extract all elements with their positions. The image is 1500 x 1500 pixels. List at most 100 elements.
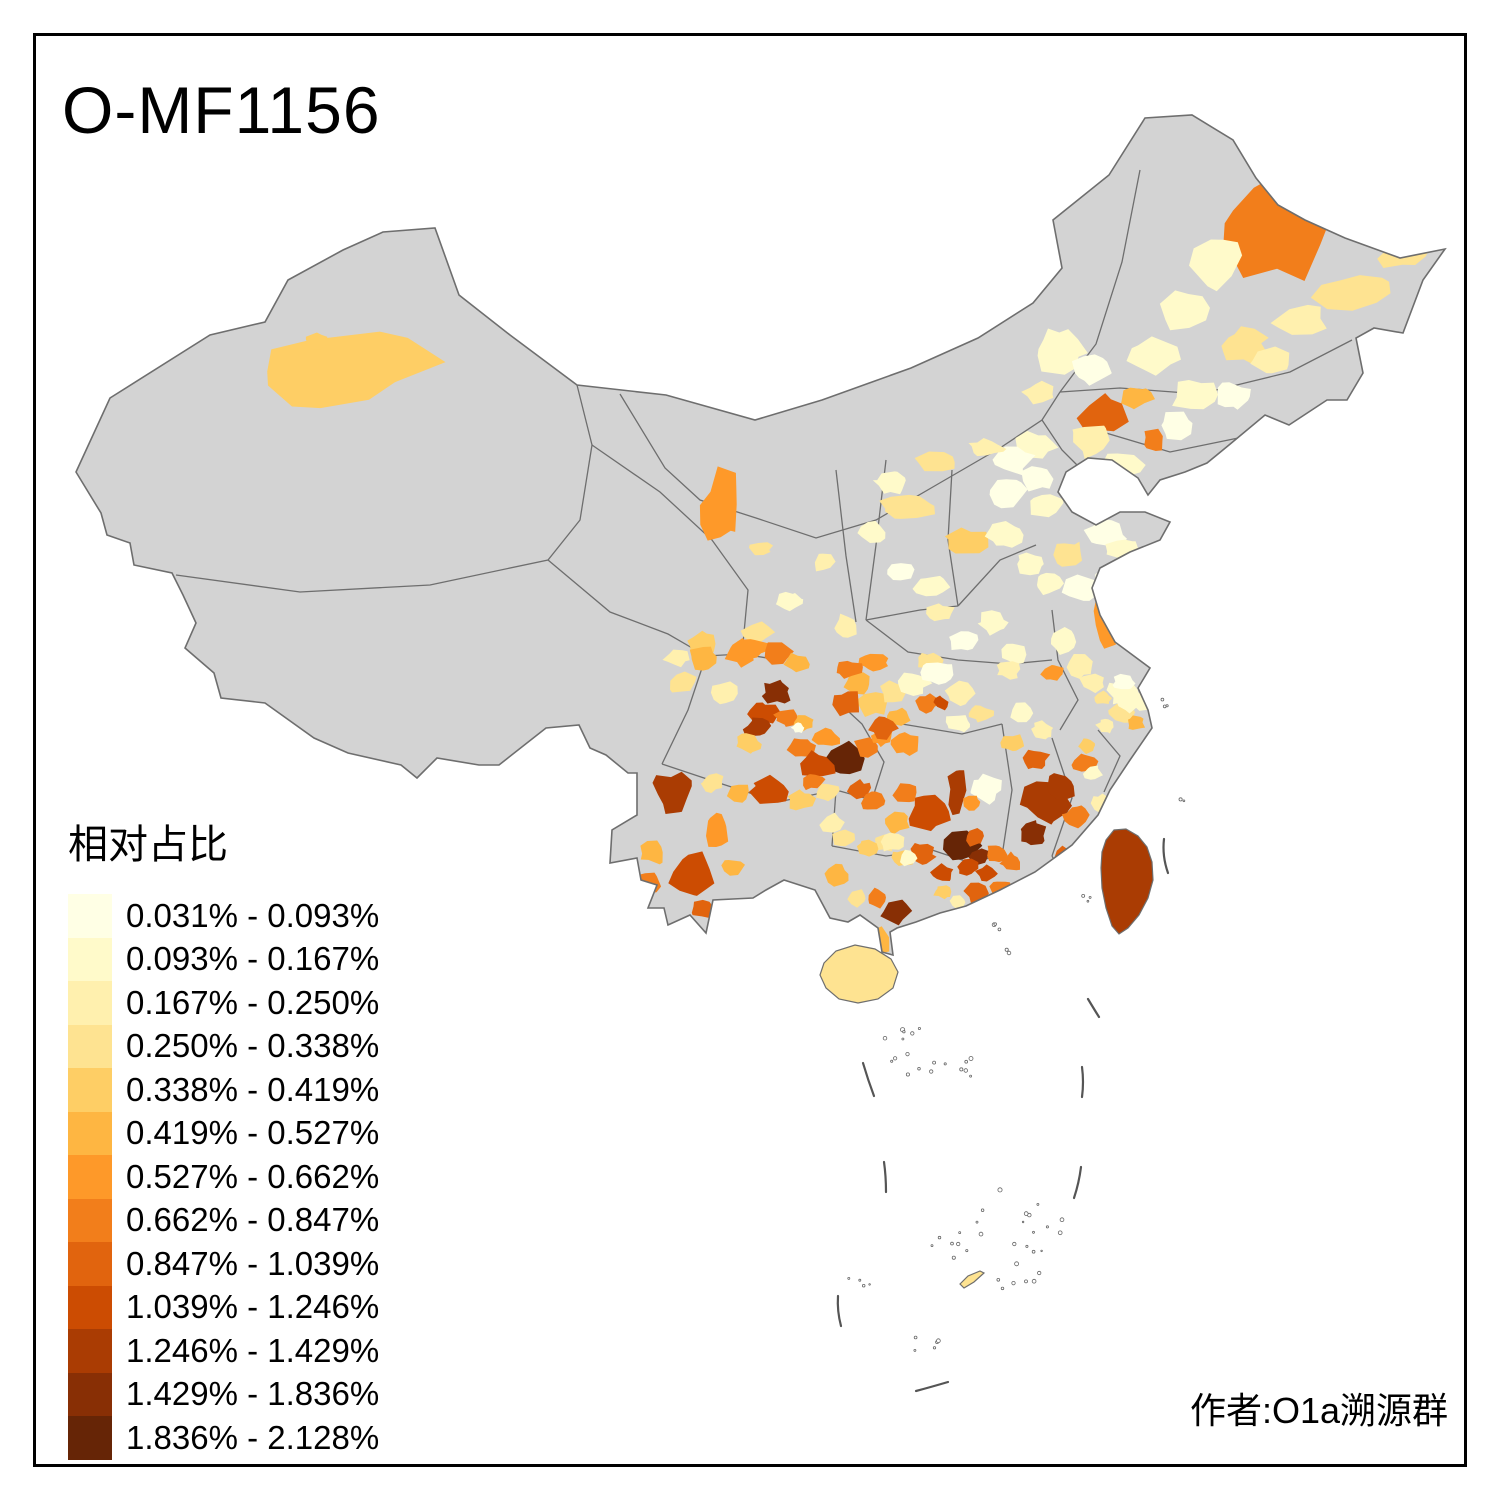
legend-item: 0.250% - 0.338% (68, 1024, 379, 1068)
map-region (1047, 773, 1075, 800)
map-region (910, 843, 937, 865)
map-region (726, 784, 749, 803)
legend-item: 0.662% - 0.847% (68, 1198, 380, 1242)
map-region (1072, 425, 1110, 459)
map-region (1037, 572, 1064, 596)
map-region (884, 811, 910, 834)
map-region (933, 695, 949, 711)
map-region (834, 613, 857, 638)
map-region (963, 795, 981, 811)
map-region (1015, 430, 1059, 459)
map-region (1217, 382, 1251, 410)
map-region (819, 812, 845, 833)
island-region-hainan (819, 944, 899, 1004)
map-region (1001, 643, 1027, 665)
map-region (699, 466, 737, 541)
map-region (1022, 749, 1051, 770)
nine-dash-line (836, 837, 1170, 1393)
map-region (879, 494, 935, 519)
legend-item: 0.167% - 0.250% (68, 981, 379, 1025)
map-region (721, 860, 745, 876)
legend-item: 1.429% - 1.836% (68, 1372, 379, 1416)
map-region (945, 715, 970, 733)
map-region (900, 849, 918, 867)
map-region (1270, 304, 1327, 335)
map-region (968, 705, 995, 723)
map-region (887, 563, 915, 581)
map-region (761, 679, 791, 704)
legend-label: 0.662% - 0.847% (126, 1201, 380, 1239)
map-region (1040, 665, 1064, 681)
legend: 相对占比 0.031% - 0.093% 0.093% - 0.167% 0.167… (68, 812, 379, 1460)
map-region (992, 446, 1036, 476)
legend-label: 0.167% - 0.250% (126, 983, 380, 1021)
map-region (710, 681, 738, 705)
map-region (1250, 346, 1290, 374)
map-region (856, 692, 888, 717)
map-region (915, 693, 941, 714)
map-region (832, 829, 856, 847)
legend-item: 1.836% - 2.128% (68, 1416, 379, 1460)
map-region (912, 575, 951, 597)
map-region (775, 591, 804, 612)
map-region (847, 889, 866, 908)
legend-label: 0.419% - 0.527% (126, 1114, 380, 1152)
map-region (832, 691, 859, 717)
map-region (836, 660, 863, 679)
map-region (736, 733, 762, 754)
map-region (1031, 872, 1053, 890)
map-region (1095, 718, 1114, 734)
map-region (981, 899, 1002, 915)
map-region (846, 779, 872, 800)
map-region (1066, 654, 1093, 679)
map-region (1016, 889, 1038, 905)
map-title: O-MF1156 (62, 73, 381, 147)
legend-label: 0.847% - 1.039% (126, 1244, 380, 1282)
map-region (933, 885, 952, 900)
map-region (890, 732, 919, 756)
map-region (790, 722, 805, 733)
map-region (1021, 466, 1054, 492)
map-region (670, 671, 697, 693)
legend-swatch-11 (68, 1329, 112, 1373)
legend-swatch-9 (68, 1242, 112, 1286)
map-region (908, 794, 951, 832)
map-region (1021, 380, 1054, 405)
legend-item: 0.338% - 0.419% (68, 1068, 379, 1112)
map-region (880, 899, 913, 926)
map-region (689, 646, 717, 671)
legend-item: 0.031% - 0.093% (68, 894, 379, 938)
map-region (1061, 574, 1100, 601)
map-region (800, 750, 836, 777)
map-region (872, 471, 906, 495)
map-region (1159, 290, 1210, 331)
map-region (1121, 387, 1155, 410)
map-region (868, 716, 899, 740)
map-region (706, 812, 729, 847)
map-region (668, 851, 715, 896)
map-region (267, 331, 446, 409)
china-coastline (75, 114, 1447, 957)
map-region (783, 652, 810, 673)
map-region (857, 520, 886, 543)
map-region (1083, 518, 1128, 547)
legend-swatch-6 (68, 1111, 112, 1155)
map-region (742, 717, 772, 736)
map-region (786, 738, 816, 757)
map-region (1071, 354, 1112, 386)
map-region (1053, 541, 1082, 567)
map-region (968, 438, 1007, 457)
map-region (773, 709, 799, 727)
map-region (1061, 805, 1090, 829)
legend-title: 相对占比 (68, 823, 228, 867)
map-region (914, 451, 955, 472)
legend-swatch-2 (68, 937, 112, 981)
map-region (740, 621, 776, 646)
map-region (926, 603, 955, 622)
legend-item: 0.093% - 0.167% (68, 937, 380, 981)
map-region (1000, 734, 1025, 752)
map-region (944, 680, 976, 707)
map-region (787, 789, 817, 811)
legend-label: 0.093% - 0.167% (126, 940, 380, 978)
